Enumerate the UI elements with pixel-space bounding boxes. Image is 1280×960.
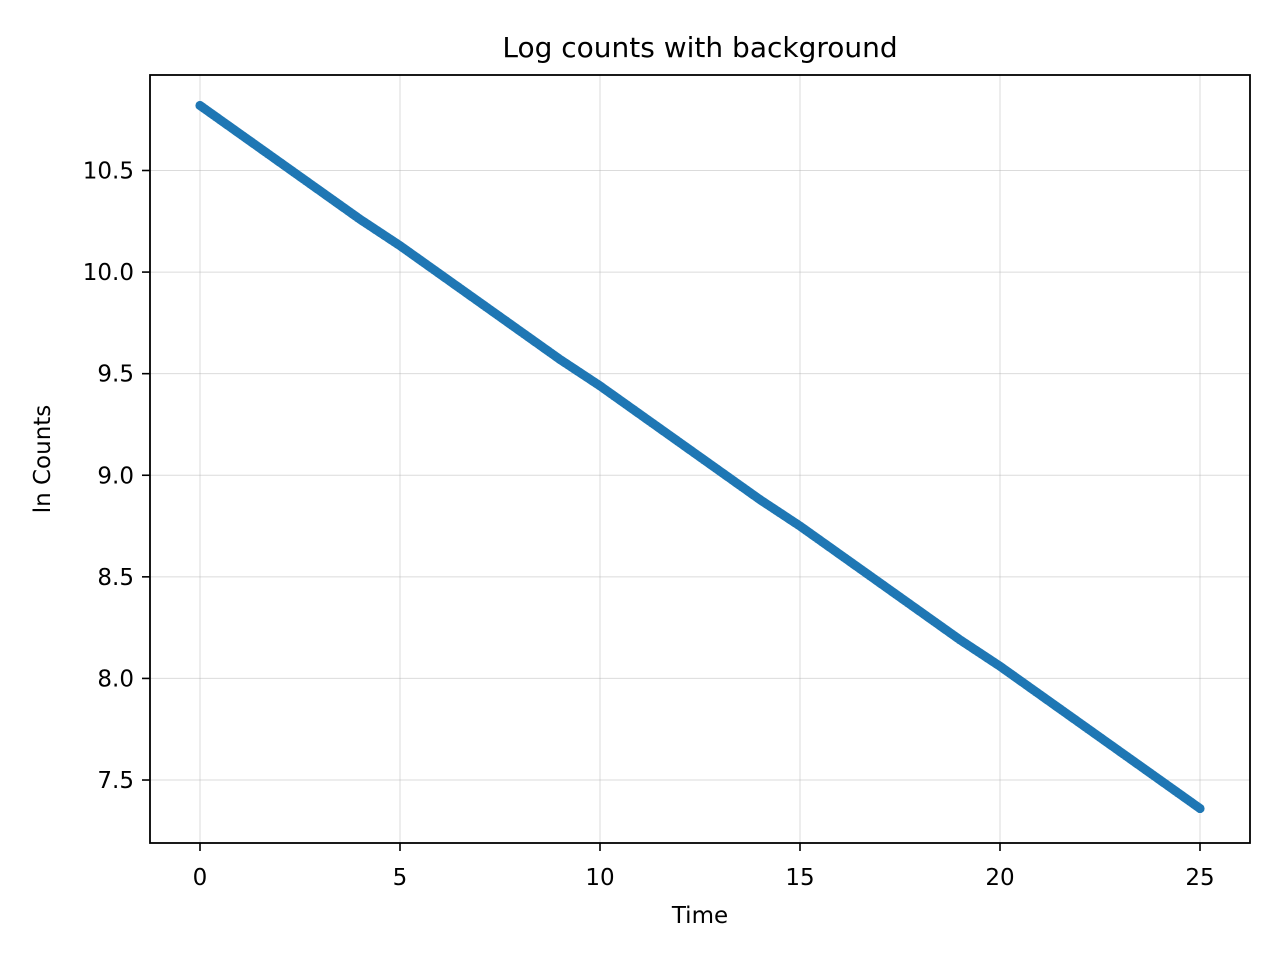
y-axis-label: ln Counts	[30, 405, 56, 514]
x-tick-label: 10	[585, 865, 614, 891]
data-points	[195, 100, 1205, 814]
x-tick-label: 20	[985, 865, 1014, 891]
y-tick-label: 9.0	[97, 463, 134, 489]
x-tick-label: 5	[393, 865, 408, 891]
x-tick-label: 15	[785, 865, 814, 891]
x-tick-label: 0	[193, 865, 208, 891]
y-tick-label: 10.0	[83, 260, 134, 286]
x-tick-label: 25	[1185, 865, 1214, 891]
x-axis-ticks: 0 5 10 15 20 25	[193, 843, 1215, 891]
y-axis-ticks: 7.5 8.0 8.5 9.0 9.5 10.0 10.5	[83, 158, 150, 794]
data-point	[1195, 803, 1205, 814]
plot-frame	[149, 74, 1251, 844]
chart-title: Log counts with background	[502, 31, 897, 64]
y-tick-label: 8.0	[97, 666, 134, 692]
y-tick-label: 7.5	[97, 768, 134, 794]
y-tick-label: 8.5	[97, 565, 134, 591]
grid	[150, 75, 1250, 843]
x-axis-label: Time	[671, 903, 728, 929]
y-tick-label: 9.5	[97, 362, 134, 388]
y-tick-label: 10.5	[83, 158, 134, 184]
